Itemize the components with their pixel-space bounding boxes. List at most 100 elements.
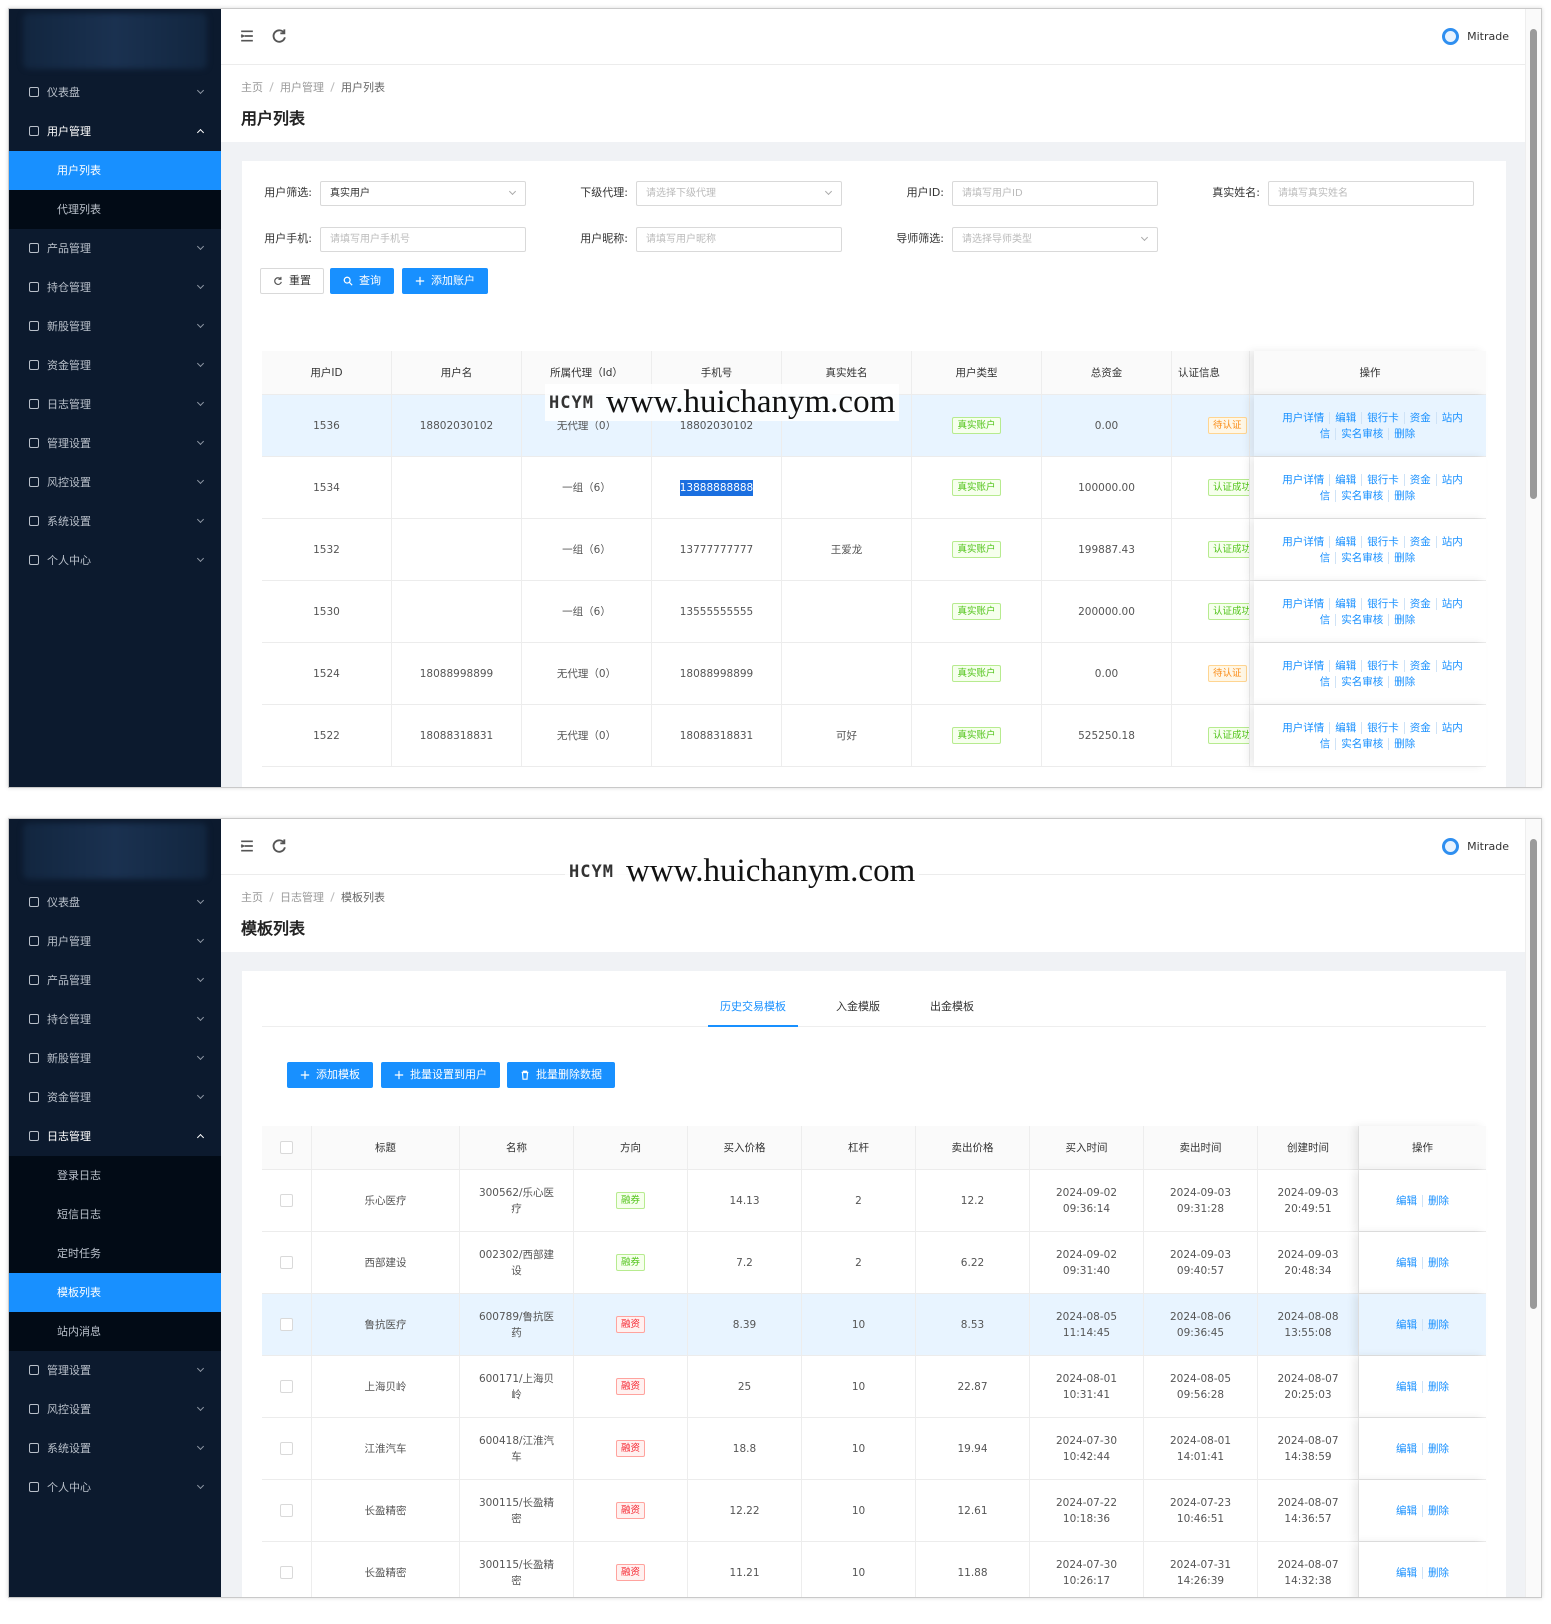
button[interactable]: 批量设置到用户: [381, 1062, 500, 1088]
action-link[interactable]: 站内信: [1319, 659, 1463, 688]
action-link[interactable]: 删除: [1388, 613, 1421, 626]
action-link[interactable]: 删除: [1422, 1380, 1454, 1393]
menu-item[interactable]: 风控设置: [9, 1390, 221, 1429]
menu-item[interactable]: 用户管理: [9, 922, 221, 961]
checkbox[interactable]: [280, 1380, 293, 1393]
action-link[interactable]: 资金: [1403, 411, 1436, 424]
button[interactable]: 批量删除数据: [507, 1062, 615, 1088]
menu-item[interactable]: 资金管理: [9, 1078, 221, 1117]
action-link[interactable]: 删除: [1422, 1504, 1454, 1517]
action-link[interactable]: 银行卡: [1361, 721, 1404, 734]
breadcrumb-item[interactable]: 主页: [241, 891, 263, 904]
input[interactable]: 请填写用户昵称: [636, 227, 842, 252]
menu-item[interactable]: 新股管理: [9, 1039, 221, 1078]
menu-item[interactable]: 资金管理: [9, 346, 221, 385]
menu-item[interactable]: 仪表盘: [9, 73, 221, 112]
button[interactable]: 添加模板: [287, 1062, 373, 1088]
tab[interactable]: 出金模板: [930, 1000, 974, 1013]
menu-toggle[interactable]: [239, 29, 255, 43]
action-link[interactable]: 银行卡: [1361, 535, 1404, 548]
menu-item[interactable]: 持仓管理: [9, 268, 221, 307]
action-link[interactable]: 编辑: [1329, 597, 1362, 610]
button[interactable]: 重置: [260, 268, 324, 294]
submenu-item[interactable]: 用户列表: [9, 151, 221, 190]
action-link[interactable]: 用户详情: [1282, 659, 1325, 672]
menu-item[interactable]: 仪表盘: [9, 883, 221, 922]
action-link[interactable]: 实名审核: [1335, 551, 1389, 564]
select[interactable]: 真实用户: [320, 181, 526, 206]
action-link[interactable]: 站内信: [1319, 721, 1463, 750]
action-link[interactable]: 删除: [1422, 1566, 1454, 1579]
submenu-item[interactable]: 模板列表: [9, 1273, 221, 1312]
action-link[interactable]: 银行卡: [1361, 597, 1404, 610]
input[interactable]: 请填写用户手机号: [320, 227, 526, 252]
action-link[interactable]: 资金: [1403, 597, 1436, 610]
action-link[interactable]: 编辑: [1396, 1256, 1417, 1269]
action-link[interactable]: 用户详情: [1282, 473, 1325, 486]
menu-item[interactable]: 产品管理: [9, 961, 221, 1000]
action-link[interactable]: 删除: [1388, 737, 1421, 750]
refresh[interactable]: [271, 28, 287, 44]
menu-item[interactable]: 日志管理: [9, 1117, 221, 1156]
action-link[interactable]: 编辑: [1396, 1194, 1417, 1207]
action-link[interactable]: 删除: [1422, 1194, 1454, 1207]
action-link[interactable]: 用户详情: [1282, 411, 1325, 424]
checkbox[interactable]: [280, 1141, 293, 1154]
menu-item[interactable]: 新股管理: [9, 307, 221, 346]
action-link[interactable]: 实名审核: [1335, 675, 1389, 688]
menu-item[interactable]: 个人中心: [9, 1468, 221, 1507]
action-link[interactable]: 站内信: [1319, 473, 1463, 502]
action-link[interactable]: 删除: [1422, 1442, 1454, 1455]
action-link[interactable]: 删除: [1422, 1256, 1454, 1269]
action-link[interactable]: 删除: [1388, 489, 1421, 502]
action-link[interactable]: 实名审核: [1335, 427, 1389, 440]
menu-item[interactable]: 系统设置: [9, 502, 221, 541]
menu-toggle[interactable]: [239, 839, 255, 853]
action-link[interactable]: 编辑: [1396, 1504, 1417, 1517]
action-link[interactable]: 删除: [1388, 427, 1421, 440]
action-link[interactable]: 删除: [1388, 675, 1421, 688]
breadcrumb-item[interactable]: 主页: [241, 81, 263, 94]
action-link[interactable]: 资金: [1403, 473, 1436, 486]
submenu-item[interactable]: 代理列表: [57, 203, 101, 216]
action-link[interactable]: 编辑: [1329, 535, 1362, 548]
submenu-item[interactable]: 短信日志: [57, 1208, 101, 1221]
action-link[interactable]: 删除: [1422, 1318, 1454, 1331]
action-link[interactable]: 编辑: [1396, 1318, 1417, 1331]
action-link[interactable]: 站内信: [1319, 597, 1463, 626]
button[interactable]: 查询: [330, 268, 394, 294]
checkbox[interactable]: [280, 1566, 293, 1579]
action-link[interactable]: 实名审核: [1335, 737, 1389, 750]
action-link[interactable]: 编辑: [1329, 473, 1362, 486]
menu-item[interactable]: 管理设置: [9, 1351, 221, 1390]
menu-item[interactable]: 产品管理: [9, 229, 221, 268]
action-link[interactable]: 编辑: [1396, 1442, 1417, 1455]
button[interactable]: 添加账户: [402, 268, 488, 294]
select[interactable]: 请选择下级代理: [636, 181, 842, 206]
action-link[interactable]: 站内信: [1319, 535, 1463, 564]
action-link[interactable]: 用户详情: [1282, 721, 1325, 734]
menu-item[interactable]: 系统设置: [9, 1429, 221, 1468]
action-link[interactable]: 编辑: [1329, 659, 1362, 672]
menu-item[interactable]: 持仓管理: [9, 1000, 221, 1039]
tab[interactable]: 入金模版: [836, 1000, 880, 1013]
action-link[interactable]: 编辑: [1396, 1380, 1417, 1393]
select[interactable]: 请选择导师类型: [952, 227, 1158, 252]
action-link[interactable]: 实名审核: [1335, 613, 1389, 626]
action-link[interactable]: 银行卡: [1361, 473, 1404, 486]
refresh[interactable]: [271, 838, 287, 854]
action-link[interactable]: 编辑: [1329, 721, 1362, 734]
checkbox[interactable]: [280, 1256, 293, 1269]
user-menu[interactable]: Mitrade: [1442, 28, 1509, 45]
action-link[interactable]: 用户详情: [1282, 597, 1325, 610]
action-link[interactable]: 实名审核: [1335, 489, 1389, 502]
breadcrumb-item[interactable]: 日志管理: [280, 891, 324, 904]
input[interactable]: 请填写用户ID: [952, 181, 1158, 206]
action-link[interactable]: 用户详情: [1282, 535, 1325, 548]
menu-item[interactable]: 日志管理: [9, 385, 221, 424]
submenu-item[interactable]: 登录日志: [57, 1169, 101, 1182]
action-link[interactable]: 编辑: [1329, 411, 1362, 424]
breadcrumb-item[interactable]: 用户管理: [280, 81, 324, 94]
action-link[interactable]: 资金: [1403, 535, 1436, 548]
submenu-item[interactable]: 站内消息: [57, 1325, 101, 1338]
